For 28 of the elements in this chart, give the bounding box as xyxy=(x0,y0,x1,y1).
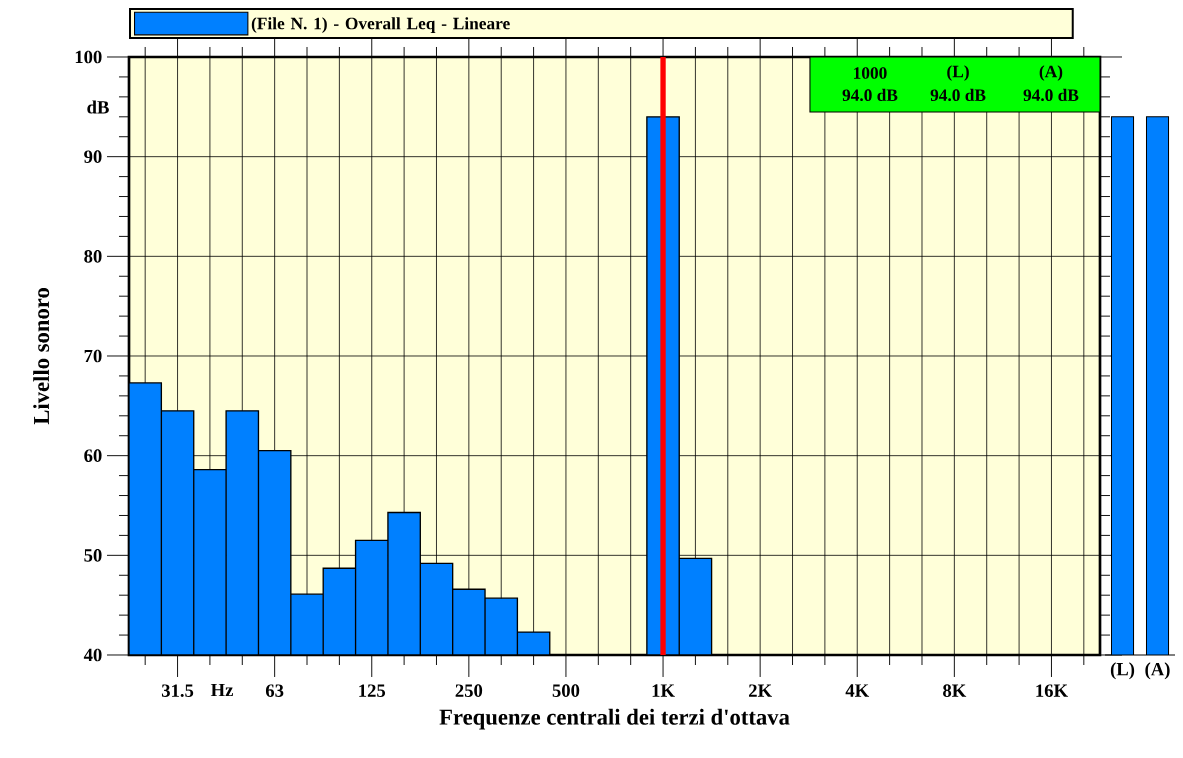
y-tick-label: 60 xyxy=(84,449,102,462)
annotation: 94.0 dB xyxy=(930,88,986,102)
annotation: 1000 xyxy=(854,67,887,79)
text: dB xyxy=(87,100,109,114)
x-tick-label: 2K xyxy=(749,684,772,697)
annotation: 94.0 dB xyxy=(842,88,898,102)
y-tick-label: 100 xyxy=(75,50,102,64)
x-tick-label: 4K xyxy=(845,684,870,697)
x-tick-label: 125 xyxy=(359,684,386,697)
y-tick-label: 90 xyxy=(84,150,102,163)
y-axis-title: Livello sonoro xyxy=(33,288,50,425)
annotation: (A) xyxy=(1039,65,1063,81)
x-tick-label: 8K xyxy=(943,684,967,697)
y-tick-label: 70 xyxy=(84,349,102,363)
y-tick-label: 40 xyxy=(83,648,102,662)
x-axis-title: Frequenze centrali dei terzi d'ottava xyxy=(439,708,790,730)
x-tick-label: 250 xyxy=(455,684,483,697)
x-tick-label: 16K xyxy=(1036,684,1068,697)
x-tick-label: 1K xyxy=(652,684,675,697)
x-tick-label: 500 xyxy=(552,684,580,697)
text: (File N. 1) - Overall Leq - Lineare xyxy=(251,17,510,33)
y-tick-label: 50 xyxy=(84,549,102,562)
y-tick-label: 80 xyxy=(84,250,102,263)
annotation: 94.0 dB xyxy=(1023,88,1079,102)
x-tick-label: 63 xyxy=(265,684,284,697)
text: Hz xyxy=(210,683,234,697)
annotation: (L) xyxy=(947,65,969,81)
x-tick-label: 31.5 xyxy=(161,684,194,698)
